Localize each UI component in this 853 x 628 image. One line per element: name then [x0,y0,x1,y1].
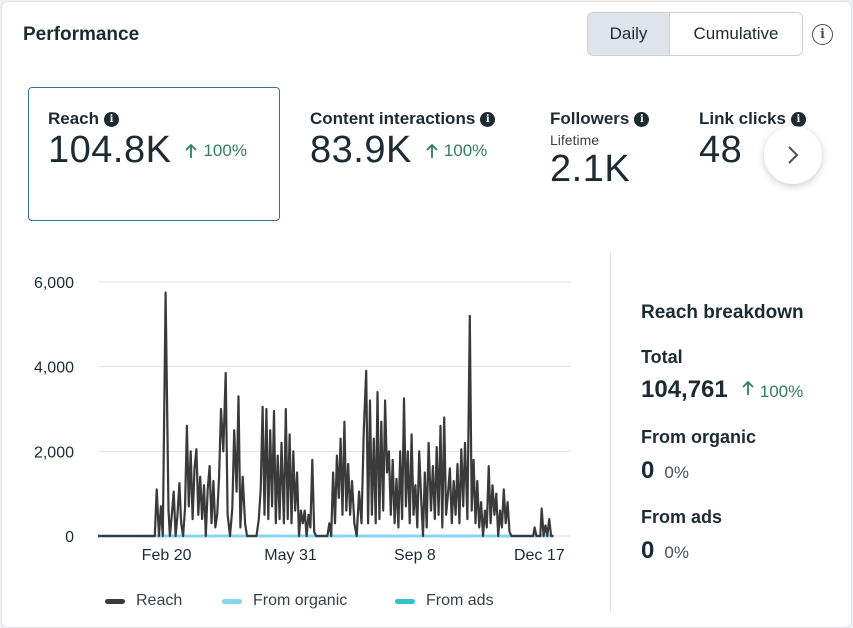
total-value: 104,761 [641,376,728,403]
organic-value: 0 [641,457,655,484]
legend-label: From organic [253,592,348,609]
metric-reach: Reach i 104.8K 100% [48,109,247,172]
daily-toggle-button[interactable]: Daily [588,13,670,55]
metric-value: 104.8K [48,129,172,171]
ads-value: 0 [641,537,655,564]
organic-label: From organic [641,427,757,447]
x-tick-label: Dec 17 [514,547,565,564]
metric-content-interactions[interactable]: Content interactions i 83.9K 100% [310,109,496,172]
y-tick-label: 6,000 [34,275,74,292]
metric-value: 2.1K [550,148,631,190]
series-line-reach [98,291,554,538]
organic-value-row: 0 0% [641,457,689,485]
legend-reach: Reach [105,592,182,610]
organic-pct: 0% [664,463,689,482]
metric-label: Reach [48,109,100,128]
metric-label: Followers [550,109,630,128]
metric-value: 83.9K [310,129,412,171]
y-tick-label: 4,000 [34,360,74,377]
info-icon[interactable]: i [104,111,120,127]
ads-label: From ads [641,507,723,527]
total-change: 100% [759,382,804,401]
y-tick-label: 0 [65,529,74,546]
breakdown-title: Reach breakdown [641,302,804,323]
chevron-right-icon [788,146,799,164]
ads-pct: 0% [664,543,689,562]
total-label: Total [641,347,683,367]
arrow-up-icon [742,380,754,395]
legend-label: Reach [136,592,183,609]
legend-label: From ads [426,592,494,609]
metric-value: 48 [699,129,743,171]
arrow-up-icon [185,143,198,158]
metric-label: Content interactions [310,109,476,128]
metric-label: Link clicks [699,109,786,128]
total-value-row: 104,761 100% [641,376,803,404]
y-tick-label: 2,000 [34,444,74,461]
legend-ads: From ads [395,592,494,610]
legend-swatch [222,598,242,604]
page-title: Performance [23,24,140,45]
info-icon[interactable]: i [634,111,650,127]
view-toggle: Daily Cumulative [587,12,803,56]
metric-followers[interactable]: Followers i Lifetime 2.1K [550,109,650,191]
legend-swatch [105,598,125,604]
metric-change: 100% [443,140,488,160]
reach-chart: 0 2,000 4,000 6,000 Feb 20 May 31 Sep 8 Dec 17 [34,275,571,564]
legend-organic: From organic [222,592,347,610]
info-icon[interactable]: i [812,24,833,45]
info-icon[interactable]: i [790,111,806,127]
arrow-up-icon [426,143,438,158]
reach-metric-card[interactable] [28,87,280,221]
metric-sublabel: Lifetime [550,132,600,148]
divider [610,252,611,612]
ads-value-row: 0 0% [641,537,689,565]
metric-change: 100% [203,140,247,160]
x-tick-label: May 31 [264,547,317,564]
x-tick-label: Sep 8 [394,547,436,564]
legend-swatch [395,598,415,604]
cumulative-toggle-button[interactable]: Cumulative [693,24,779,43]
next-metrics-button[interactable] [764,126,822,184]
info-icon[interactable]: i [480,111,496,127]
x-tick-label: Feb 20 [142,547,192,564]
